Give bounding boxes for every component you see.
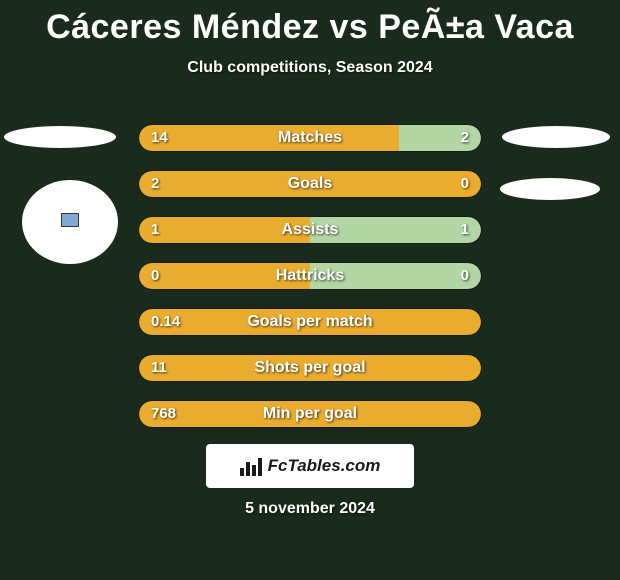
bar-value-left: 0 [151,263,159,289]
logo-text: FcTables.com [268,456,381,476]
bar-label: Assists [139,217,481,243]
bar-label: Shots per goal [139,355,481,381]
bar-label: Min per goal [139,401,481,427]
bar-label: Matches [139,125,481,151]
bar-value-left: 0.14 [151,309,180,335]
stat-row-matches: Matches14 2 [138,124,482,152]
stat-row-shots-per-goal: Shots per goal11 [138,354,482,382]
bar-value-left: 14 [151,125,168,151]
bar-value-right: 1 [461,217,469,243]
stat-row-goals-per-match: Goals per match0.14 [138,308,482,336]
bar-value-left: 768 [151,401,176,427]
bar-label: Goals [139,171,481,197]
bar-value-right: 2 [461,125,469,151]
page-title: Cáceres Méndez vs PeÃ±a Vaca [0,0,620,47]
bar-value-left: 1 [151,217,159,243]
bar-value-right: 0 [461,171,469,197]
player-left-photo-placeholder [4,126,116,148]
stat-row-min-per-goal: Min per goal768 [138,400,482,428]
player-right-photo-placeholder [502,126,610,148]
bar-label: Hattricks [139,263,481,289]
team-left-crest-inner [61,213,79,227]
logo-bars-icon [240,456,262,476]
bar-value-left: 11 [151,355,167,381]
bar-label: Goals per match [139,309,481,335]
comparison-bars: Matches142Goals20Assists11Hattricks00Goa… [138,124,482,446]
stat-row-hattricks: Hattricks0 0 [138,262,482,290]
bar-value-right: 0 [461,263,469,289]
bar-value-left: 2 [151,171,159,197]
team-right-crest-placeholder [500,178,600,200]
fctables-logo: FcTables.com [206,444,414,488]
stat-row-assists: Assists1 1 [138,216,482,244]
stat-row-goals: Goals2 0 [138,170,482,198]
subtitle: Club competitions, Season 2024 [0,59,620,77]
date-label: 5 november 2024 [0,500,620,518]
